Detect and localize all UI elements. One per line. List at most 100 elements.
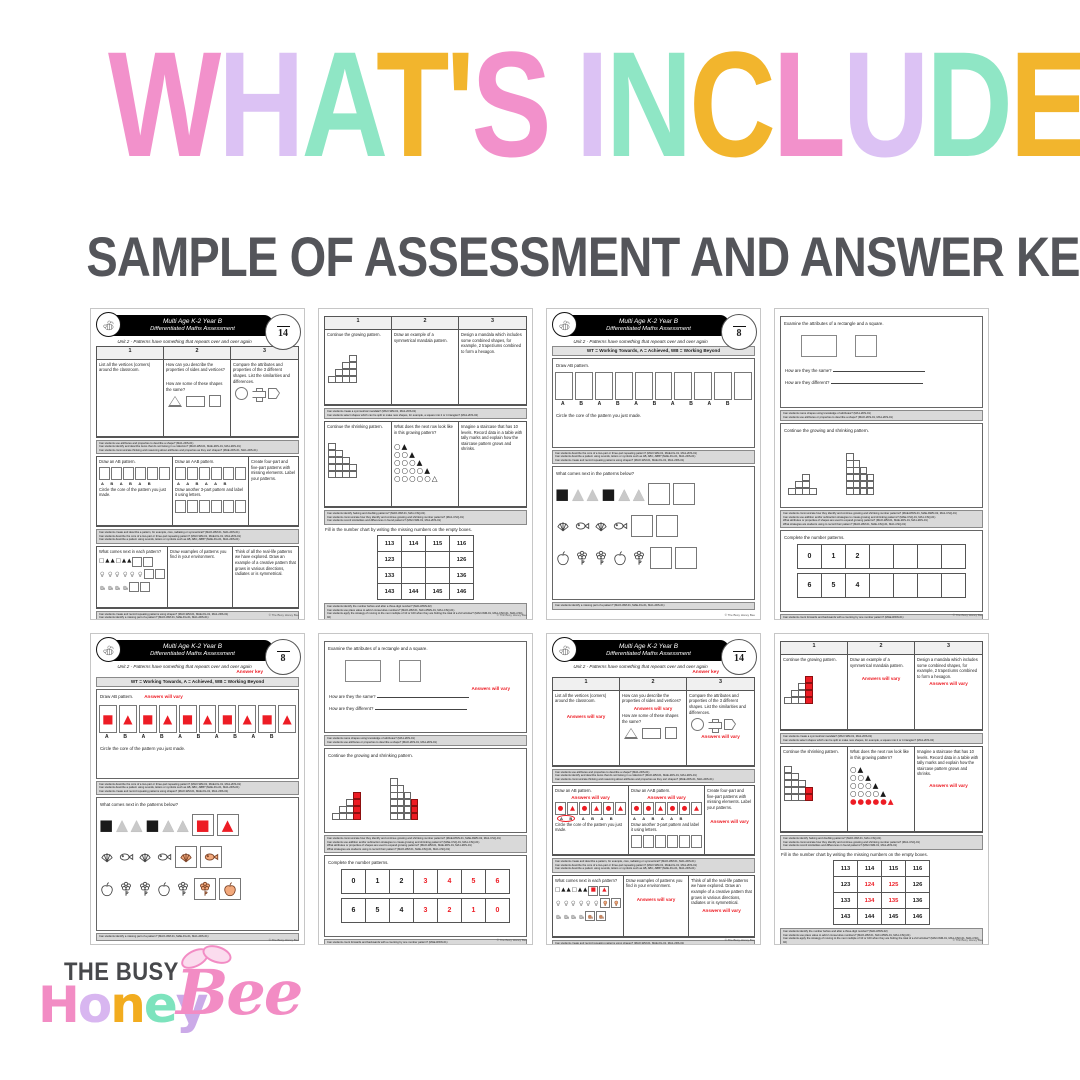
number-cell bbox=[401, 551, 426, 569]
pattern-glyph bbox=[99, 584, 106, 591]
pattern-row: □ ▲ ▲ □ ▲ ▲ bbox=[99, 556, 165, 567]
col-header: 3 bbox=[687, 677, 754, 691]
pattern-box bbox=[211, 500, 222, 513]
task-text: What comes next in the patterns below? bbox=[556, 471, 635, 477]
pattern-box: ● bbox=[603, 801, 614, 815]
pattern-glyph bbox=[578, 900, 585, 907]
pattern-boxes bbox=[175, 500, 246, 513]
worksheet-header: Multi Age K-2 Year B Differentiated Math… bbox=[552, 637, 729, 662]
pattern-box bbox=[585, 910, 595, 921]
copyright: © The Busy Honey Bee bbox=[952, 613, 983, 617]
number-cell: 126 bbox=[905, 876, 930, 894]
criteria-band: Can students communicate how they identi… bbox=[324, 835, 527, 854]
letter: H bbox=[218, 20, 305, 188]
pattern-glyph bbox=[593, 550, 609, 566]
pattern-glyph bbox=[137, 571, 144, 578]
task-section: Examine the attributes of a rectangle an… bbox=[324, 641, 527, 733]
pattern-glyph: ▲ bbox=[618, 484, 631, 503]
pattern-box bbox=[631, 515, 653, 538]
answers-will-vary: Answers will vary bbox=[571, 794, 610, 800]
pattern-glyph bbox=[137, 849, 153, 865]
letter-labels: A A B A A B bbox=[633, 815, 683, 821]
task-text: Continue the growing pattern. bbox=[783, 657, 837, 662]
task-text: Continue the growing and shrinking patte… bbox=[328, 753, 413, 758]
number-cell bbox=[869, 543, 894, 569]
copyright: © The Busy Honey Bee bbox=[724, 613, 755, 617]
task-text: What comes next in each pattern? bbox=[99, 548, 162, 554]
growing-staircase bbox=[328, 354, 387, 384]
task-text: Circle the core of the pattern you just … bbox=[100, 745, 186, 751]
pattern-glyph: ○ bbox=[872, 789, 880, 799]
col-header: 2 bbox=[164, 346, 231, 360]
number-cell: 5 bbox=[365, 897, 390, 923]
thumbnail-assessment-4: Examine the attributes of a rectangle an… bbox=[774, 308, 989, 620]
pattern-row bbox=[99, 569, 165, 580]
pattern-glyph: ● bbox=[850, 797, 857, 807]
criteria-band: Can students identify a missing part of … bbox=[552, 602, 755, 610]
task-text: Continue the growing pattern. bbox=[327, 332, 381, 337]
pattern-glyph bbox=[122, 584, 129, 591]
pattern-box: ● bbox=[631, 801, 642, 815]
pattern-box: ▲ bbox=[567, 801, 578, 815]
letter-labels: A B A B A B bbox=[101, 480, 151, 486]
task-text: Draw another 3-part pattern and label it… bbox=[175, 486, 244, 498]
pattern-glyph: ○ bbox=[857, 781, 865, 791]
number-cell: 115 bbox=[881, 860, 906, 878]
task-text: Draw an AAB pattern. bbox=[175, 459, 215, 465]
pattern-row bbox=[555, 547, 752, 570]
number-cell: 146 bbox=[905, 908, 930, 926]
pattern-box: ▲ bbox=[238, 704, 257, 733]
pattern-box bbox=[175, 500, 186, 513]
pattern-glyph bbox=[175, 881, 191, 897]
task-section: What comes next in the patterns below? ■… bbox=[96, 797, 299, 932]
grading-legend: WT = Working Towards, A = Achieved, WB =… bbox=[552, 345, 755, 356]
task-text: How are some of these shapes the same? bbox=[622, 712, 679, 724]
pattern-box bbox=[159, 466, 170, 480]
shapes-circle-cross-pentagon bbox=[235, 387, 294, 402]
number-cell bbox=[917, 572, 942, 598]
task-text: Design a mandala which includes some com… bbox=[917, 657, 978, 679]
criteria-band: Can students describe the core of a two-… bbox=[96, 780, 299, 796]
pattern-box: ▲ bbox=[655, 801, 666, 815]
pattern-box bbox=[129, 581, 139, 592]
number-cell: 143 bbox=[377, 583, 402, 601]
copyright: © The Busy Honey Bee bbox=[268, 938, 299, 942]
task-text: How can you describe the properties of s… bbox=[622, 692, 681, 704]
pattern-box bbox=[147, 466, 158, 480]
rect-square-shapes bbox=[801, 334, 980, 357]
number-chart: 113 114 115 116 123 126 133 136 143 144 145 146 bbox=[324, 535, 527, 601]
pattern-glyph: ○ bbox=[394, 466, 401, 476]
number-cell: 1 bbox=[821, 543, 846, 569]
unit-line: Unit 2 - Patterns have something that re… bbox=[117, 663, 252, 669]
pattern-glyph bbox=[574, 550, 590, 566]
number-cell: 125 bbox=[881, 876, 906, 894]
shapes-circle-cross-pentagon bbox=[691, 718, 750, 733]
pattern-glyph bbox=[570, 900, 577, 907]
criteria-band: Can students use attributes and properti… bbox=[552, 768, 755, 784]
pattern-box bbox=[143, 556, 154, 567]
thumbnail-answerkey-2: Examine the attributes of a rectangle an… bbox=[318, 633, 533, 945]
question-line: How are they the same? bbox=[785, 367, 978, 373]
growing-staircase-answered bbox=[784, 675, 843, 705]
pattern-glyph: ■ bbox=[99, 815, 114, 834]
pattern-glyph bbox=[107, 571, 114, 578]
criteria-band: Can students create and record repeating… bbox=[96, 610, 299, 619]
pattern-glyph: ○ bbox=[401, 474, 409, 484]
pattern-glyph: ○ bbox=[409, 458, 416, 468]
thumbnail-assessment-3: Multi Age K-2 Year B Differentiated Math… bbox=[546, 308, 761, 620]
number-cell: 1 bbox=[365, 868, 390, 894]
task-text: Draw an example of a symmetrical mandala… bbox=[850, 657, 904, 668]
unit-line: Unit 2 - Patterns have something that re… bbox=[117, 338, 252, 344]
number-cell bbox=[401, 567, 426, 585]
number-cell: 136 bbox=[905, 892, 930, 910]
letter: W bbox=[108, 20, 221, 188]
pattern-glyph: ▲ bbox=[105, 558, 110, 565]
letter: n bbox=[110, 976, 146, 1034]
answer-key-label: Answer key bbox=[692, 669, 719, 675]
growing-shape-pattern-answered: ○ ▲ ○ ○ ▲ ○ ○ ○ ▲ ○ ○ ○ ○ ▲ ● ● ● ● ● ▲ bbox=[850, 766, 912, 806]
worksheet-header: Multi Age K-2 Year B Differentiated Math… bbox=[552, 312, 729, 337]
number-cell: 115 bbox=[425, 535, 450, 553]
pattern-glyph: ○ bbox=[401, 458, 409, 468]
page-subtitle: SAMPLE OF ASSESSMENT AND ANSWER KEYS bbox=[86, 225, 1080, 288]
